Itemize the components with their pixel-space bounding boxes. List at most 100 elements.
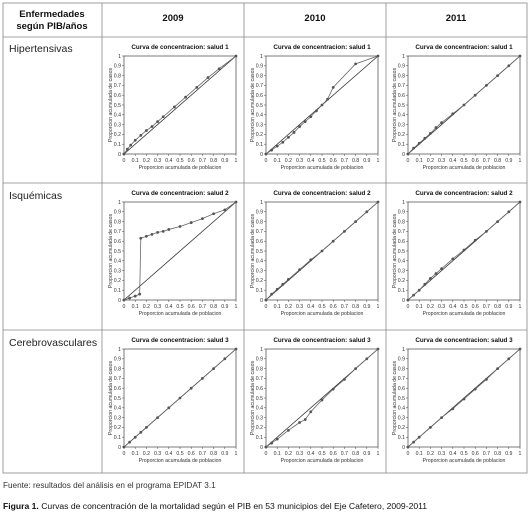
data-point bbox=[287, 135, 290, 139]
data-point bbox=[315, 109, 318, 113]
data-point bbox=[139, 236, 143, 240]
y-tick-label: 0.4 bbox=[398, 406, 405, 412]
data-point bbox=[122, 152, 126, 156]
data-point bbox=[429, 277, 432, 280]
y-tick-label: 0.3 bbox=[114, 415, 121, 421]
y-tick-label: 0.5 bbox=[256, 103, 263, 109]
x-tick-label: 0.8 bbox=[210, 158, 217, 164]
y-tick-label: 0.3 bbox=[398, 122, 405, 128]
data-point bbox=[451, 407, 455, 411]
y-tick-label: 0.9 bbox=[114, 210, 121, 216]
y-tick-label: 0.8 bbox=[114, 73, 121, 79]
x-axis-label: Proporcion acumulada de poblacion bbox=[281, 458, 364, 464]
x-tick-label: 0.3 bbox=[296, 304, 303, 310]
data-point bbox=[298, 268, 301, 272]
concentration-chart-3: Curva de concentracion: salud 1 0 0.1 0.2 0.… bbox=[392, 44, 522, 171]
data-point bbox=[429, 132, 432, 135]
y-tick-label: 0.7 bbox=[114, 376, 121, 382]
x-tick-label: 0.7 bbox=[483, 304, 490, 310]
x-tick-label: 0.9 bbox=[221, 158, 228, 164]
data-point bbox=[178, 225, 182, 228]
y-tick-label: 0.9 bbox=[256, 210, 263, 216]
y-tick-label: 1 bbox=[402, 54, 405, 60]
x-tick-label: 0.6 bbox=[330, 158, 337, 164]
y-tick-label: 0.2 bbox=[256, 425, 263, 431]
y-tick-label: 0.3 bbox=[256, 122, 263, 128]
x-tick-label: 0.7 bbox=[341, 451, 348, 457]
data-point bbox=[178, 396, 182, 400]
x-tick-label: 1 bbox=[519, 158, 522, 164]
data-point bbox=[331, 387, 335, 391]
data-point bbox=[417, 435, 421, 439]
y-tick-label: 0.3 bbox=[256, 415, 263, 421]
chart-title: Curva de concentracion: salud 2 bbox=[273, 190, 371, 197]
y-tick-label: 0 bbox=[118, 152, 121, 158]
y-tick-label: 0.1 bbox=[114, 288, 121, 294]
x-tick-label: 1 bbox=[235, 304, 238, 310]
data-point bbox=[485, 230, 488, 233]
data-point bbox=[434, 126, 438, 129]
data-point bbox=[365, 357, 369, 361]
data-point bbox=[139, 430, 143, 434]
x-tick-label: 0.8 bbox=[494, 304, 501, 310]
x-tick-label: 0.5 bbox=[176, 158, 183, 164]
y-tick-label: 1 bbox=[118, 347, 121, 353]
data-point bbox=[298, 125, 301, 128]
y-axis-label: Proporcion acumulada de casos bbox=[250, 68, 256, 143]
concentration-chart-1: Curva de concentracion: salud 1 0 0.1 0.2 0.… bbox=[108, 44, 238, 171]
x-tick-label: 0 bbox=[123, 451, 126, 457]
data-point bbox=[518, 54, 522, 58]
x-tick-label: 0.1 bbox=[416, 158, 423, 164]
x-tick-label: 0.5 bbox=[176, 451, 183, 457]
y-tick-label: 0.7 bbox=[256, 376, 263, 382]
data-point bbox=[473, 93, 477, 97]
x-tick-label: 0.6 bbox=[188, 451, 195, 457]
y-tick-label: 0.9 bbox=[256, 64, 263, 70]
data-point bbox=[309, 115, 313, 119]
x-tick-label: 0.1 bbox=[132, 304, 139, 310]
x-tick-label: 0.7 bbox=[199, 158, 206, 164]
data-point bbox=[281, 282, 285, 286]
data-point bbox=[161, 230, 165, 233]
data-point bbox=[264, 445, 268, 449]
x-tick-label: 1 bbox=[519, 451, 522, 457]
year-header-2010: 2010 bbox=[304, 13, 325, 24]
data-point bbox=[173, 105, 176, 109]
row-label-hipertensivas: Hipertensivas bbox=[9, 43, 73, 55]
concentration-chart-8: Curva de concentracion: salud 3 0 0.1 0.2 0.… bbox=[250, 337, 380, 464]
x-tick-label: 0.9 bbox=[505, 304, 512, 310]
y-tick-label: 0.9 bbox=[114, 357, 121, 363]
data-point bbox=[343, 230, 346, 233]
x-tick-label: 0.2 bbox=[427, 158, 434, 164]
caption-label: Figura 1. bbox=[3, 501, 39, 511]
x-tick-label: 0.1 bbox=[274, 158, 281, 164]
y-tick-label: 0.6 bbox=[256, 93, 263, 99]
data-point bbox=[412, 440, 415, 444]
data-point bbox=[518, 347, 522, 351]
x-tick-label: 0.8 bbox=[494, 158, 501, 164]
data-point bbox=[496, 367, 499, 370]
y-tick-label: 0.3 bbox=[256, 268, 263, 274]
data-point bbox=[331, 239, 335, 243]
x-tick-label: 0 bbox=[123, 304, 126, 310]
data-point bbox=[217, 67, 221, 71]
data-point bbox=[496, 74, 499, 77]
y-tick-label: 0.3 bbox=[398, 268, 405, 274]
x-tick-label: 0.3 bbox=[296, 451, 303, 457]
x-tick-label: 0.8 bbox=[494, 451, 501, 457]
y-tick-label: 0.7 bbox=[114, 83, 121, 89]
y-tick-label: 0.2 bbox=[256, 278, 263, 284]
chart-title: Curva de concentracion: salud 1 bbox=[415, 44, 513, 51]
data-point bbox=[125, 147, 129, 151]
chart-title: Curva de concentracion: salud 3 bbox=[415, 337, 513, 344]
y-tick-label: 0.3 bbox=[114, 122, 121, 128]
x-tick-label: 0.1 bbox=[132, 158, 139, 164]
x-axis-label: Proporcion acumulada de poblacion bbox=[423, 165, 506, 171]
chart-title: Curva de concentracion: salud 1 bbox=[131, 44, 229, 51]
y-tick-label: 0.8 bbox=[256, 366, 263, 372]
x-tick-label: 0.3 bbox=[296, 158, 303, 164]
y-axis-label: Proporcion acumulada de casos bbox=[392, 361, 398, 436]
x-tick-label: 0.9 bbox=[505, 451, 512, 457]
x-tick-label: 0.4 bbox=[449, 304, 456, 310]
x-tick-label: 1 bbox=[519, 304, 522, 310]
